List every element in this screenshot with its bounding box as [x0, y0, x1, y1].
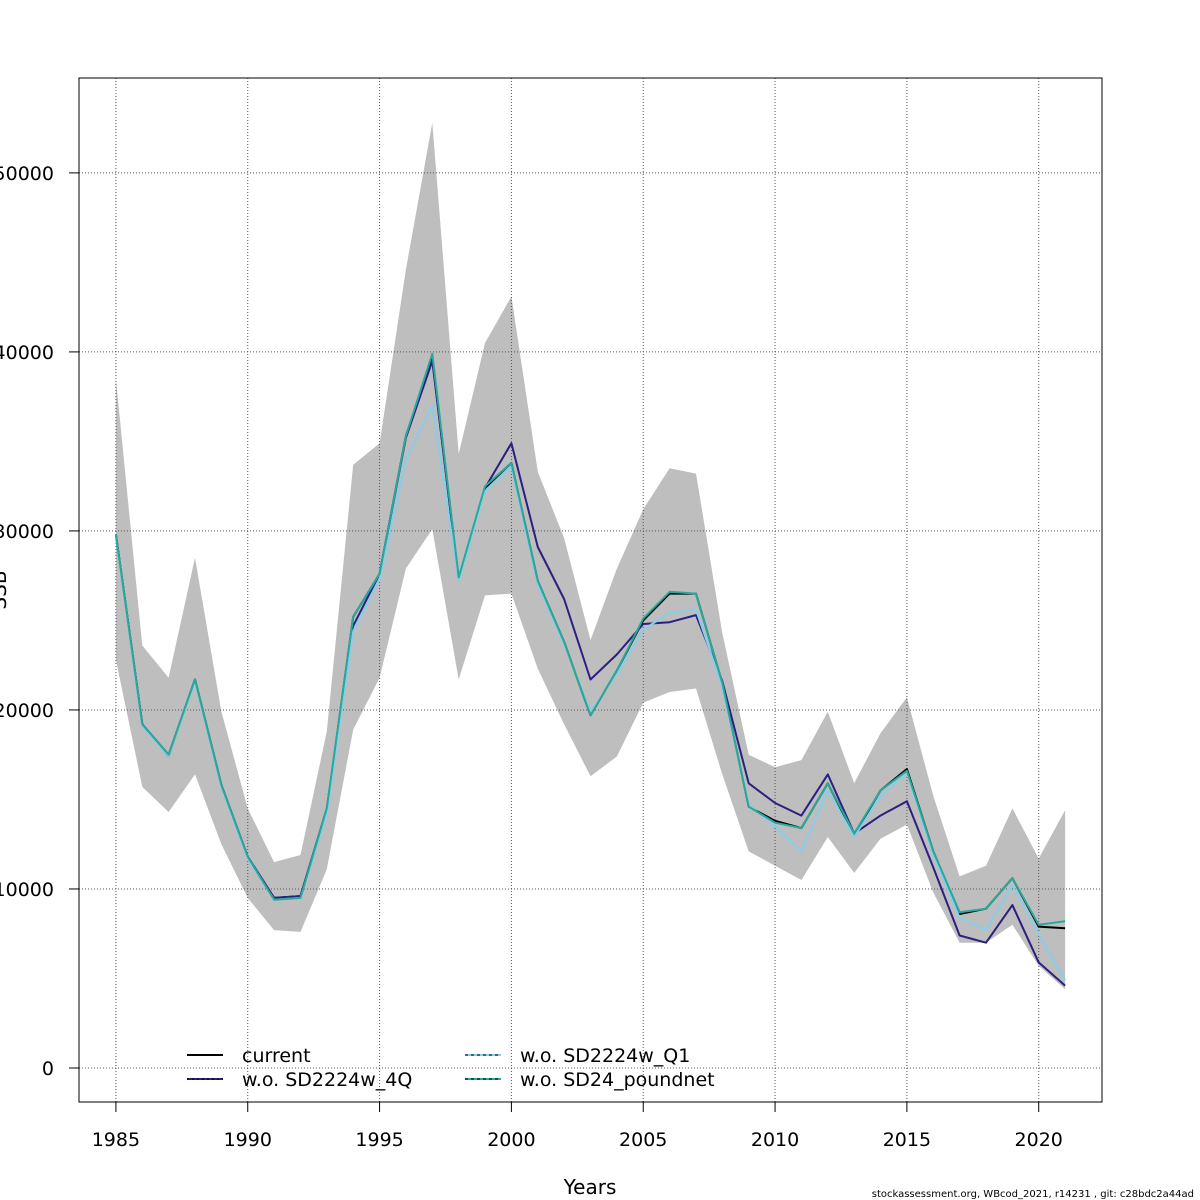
x-tick-label: 2020: [1015, 1129, 1063, 1151]
y-tick-label: 30000: [0, 521, 54, 543]
x-axis-title: Years: [563, 1175, 617, 1199]
y-tick-label: 0: [42, 1058, 54, 1080]
confidence-band: [115, 122, 1066, 990]
x-tick-label: 2010: [751, 1129, 799, 1151]
x-axis: 1985 1990 1995 2000 2005 2010 2015 2020: [92, 1102, 1063, 1151]
y-axis-title: SSB: [0, 570, 11, 609]
y-tick-label: 10000: [0, 879, 54, 901]
y-tick-label: 40000: [0, 342, 54, 364]
legend-label: current: [242, 1045, 311, 1067]
x-tick-label: 2000: [487, 1129, 535, 1151]
x-tick-label: 2005: [619, 1129, 667, 1151]
y-tick-label: 50000: [0, 163, 54, 185]
confidence-band-area: [115, 122, 1066, 990]
plot-frame: [78, 77, 1103, 1103]
series-lines: [114, 352, 1066, 987]
x-tick-label: 1995: [355, 1129, 403, 1151]
legend-label: w.o. SD2224w_4Q: [242, 1069, 412, 1091]
x-tick-label: 1985: [92, 1129, 140, 1151]
legend-label: w.o. SD2224w_Q1: [520, 1045, 690, 1067]
x-tick-label: 1990: [224, 1129, 272, 1151]
footer-credit: stockassessment.org, WBcod_2021, r14231 …: [872, 1189, 1194, 1200]
legend-label: w.o. SD24_poundnet: [520, 1069, 715, 1091]
grid: [79, 78, 1102, 1102]
x-tick-label: 2015: [883, 1129, 931, 1151]
series-line: [114, 352, 1066, 926]
